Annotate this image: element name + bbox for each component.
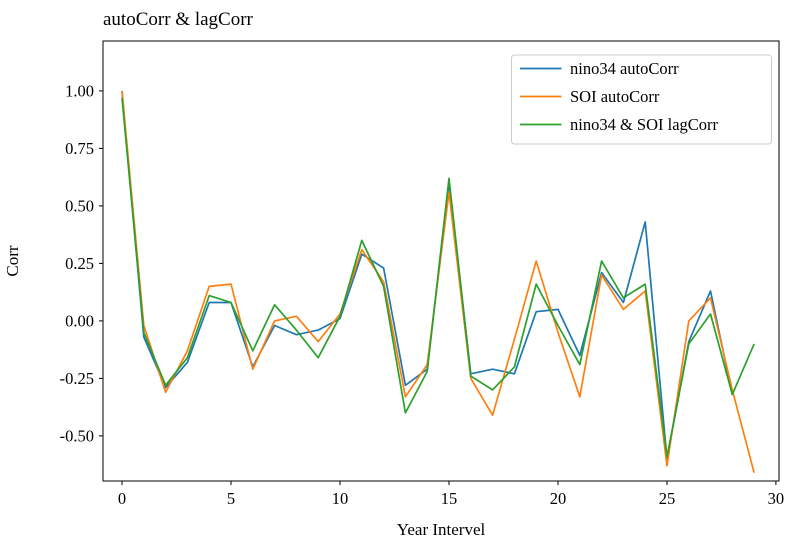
y-tick-label: -0.50: [60, 426, 94, 445]
legend-label: nino34 autoCorr: [570, 59, 679, 78]
legend-item-nino34-autocorr: nino34 autoCorr: [520, 59, 679, 78]
legend-item-soi-autocorr: SOI autoCorr: [520, 87, 660, 106]
legend-box: [511, 54, 772, 145]
plot-area-border: [102, 40, 780, 482]
x-tick-label: 15: [441, 489, 458, 508]
x-tick-label: 25: [659, 489, 676, 508]
x-axis-label: Year Intervel: [396, 520, 486, 539]
y-tick-label: 0.25: [65, 254, 94, 273]
x-tick-label: 0: [118, 489, 126, 508]
y-tick-label: -0.25: [60, 369, 94, 388]
y-tick-label: 1.00: [65, 81, 94, 100]
legend-item-nino34-soi-lagcorr: nino34 & SOI lagCorr: [520, 115, 719, 134]
legend-label: SOI autoCorr: [570, 87, 660, 106]
x-tick-label: 30: [768, 489, 785, 508]
legend: nino34 autoCorr SOI autoCorr nino34 & SOI …: [511, 54, 772, 145]
x-tick-label: 20: [550, 489, 567, 508]
x-tick-label: 10: [332, 489, 349, 508]
y-tick-label: 0.00: [65, 311, 94, 330]
x-tick-label: 5: [227, 489, 235, 508]
legend-label: nino34 & SOI lagCorr: [570, 115, 719, 134]
chart-title: autoCorr & lagCorr: [103, 9, 253, 30]
y-tick-label: 0.50: [65, 196, 94, 215]
series-line-nino34-autocorr: [121, 90, 734, 460]
y-tick-label: 0.75: [65, 139, 94, 158]
series-line-nino34-soi-lagcorr: [121, 97, 755, 458]
